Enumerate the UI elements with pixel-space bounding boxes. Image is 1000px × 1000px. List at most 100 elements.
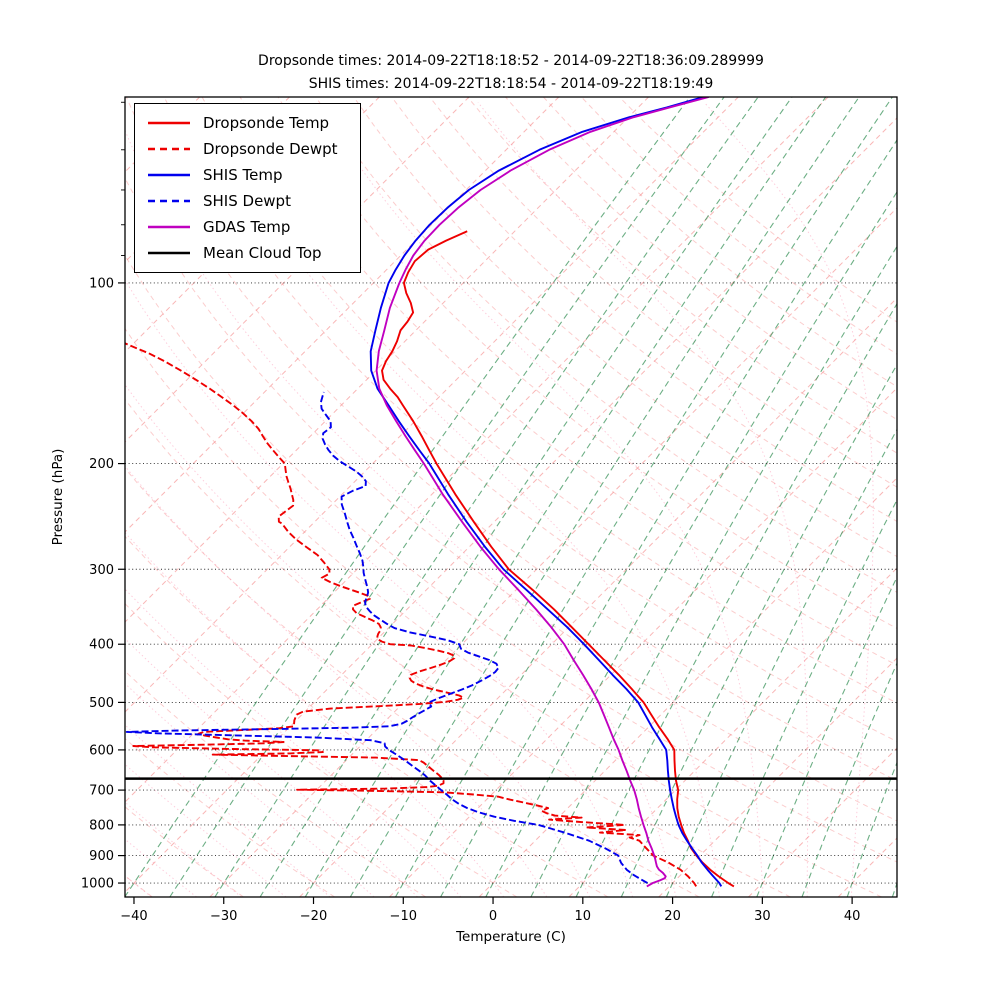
isotherm-line	[568, 567, 897, 897]
dry-adiabat-line	[125, 254, 897, 863]
series-dropsonde-temp	[381, 230, 735, 888]
moist-adiabat-line	[125, 763, 287, 897]
y-tick-label: 800	[89, 818, 114, 833]
legend-item-dropsonde-temp: Dropsonde Temp	[147, 114, 338, 132]
x-tick-label: 20	[664, 909, 681, 924]
legend: Dropsonde Temp Dropsonde Dewpt SHIS Temp…	[134, 103, 361, 273]
legend-line-gdas-temp	[148, 225, 190, 229]
dry-adiabat-line	[543, 97, 897, 388]
dry-adiabat-line	[125, 875, 153, 897]
isotherm-line	[125, 97, 739, 713]
isotherm-line	[658, 657, 897, 897]
moist-adiabat-line	[125, 637, 418, 897]
legend-item-gdas-temp: GDAS Temp	[147, 218, 338, 236]
x-tick-label: −30	[210, 909, 237, 924]
series-gdas-temp	[375, 97, 709, 888]
title-line-dropsonde: Dropsonde times: 2014-09-22T18:18:52 - 2…	[258, 53, 764, 69]
isotherm-line	[478, 477, 897, 897]
mixing-ratio-line	[395, 97, 893, 897]
y-tick-label: 700	[89, 784, 114, 799]
y-axis-label: Pressure (hPa)	[50, 449, 66, 546]
mixing-ratio-line	[304, 97, 827, 897]
moist-adiabat-line	[125, 682, 375, 897]
legend-line-mean-cloud-top	[148, 251, 190, 255]
x-tick-label: −40	[120, 909, 147, 924]
legend-line-dropsonde-dewpt	[148, 147, 190, 151]
dry-adiabat-line	[163, 97, 897, 743]
mixing-ratio-line	[846, 761, 897, 897]
moist-adiabat-line	[125, 801, 242, 897]
mixing-ratio-line	[575, 302, 897, 897]
x-tick-label: 40	[844, 909, 861, 924]
profile-series	[125, 97, 897, 888]
isotherm-line	[837, 837, 897, 897]
dry-adiabat-line	[125, 602, 518, 897]
legend-line-dropsonde-temp	[148, 121, 190, 125]
dry-adiabat-line	[353, 97, 897, 558]
y-tick-label: 100	[89, 276, 114, 291]
mixing-ratio-line	[125, 97, 691, 897]
legend-line-shis-temp	[148, 173, 190, 177]
mixing-ratio-line	[756, 575, 897, 897]
legend-label: Dropsonde Temp	[203, 114, 330, 132]
dry-adiabat-line	[429, 97, 897, 488]
x-tick-label: 10	[575, 909, 592, 924]
mixing-ratio-line	[801, 661, 897, 897]
y-tick-label: 600	[89, 743, 114, 758]
title-line-shis: SHIS times: 2014-09-22T18:18:54 - 2014-0…	[308, 76, 714, 92]
x-tick-label: −10	[390, 909, 417, 924]
dry-adiabat-line	[505, 97, 897, 421]
dry-adiabat-line	[125, 398, 791, 897]
y-tick-label: 900	[89, 849, 114, 864]
x-axis-label: Temperature (C)	[455, 929, 566, 945]
series-shis-dewpt	[125, 391, 648, 884]
x-tick-label: 0	[489, 909, 497, 924]
moist-adiabat-line	[125, 383, 591, 897]
legend-label: SHIS Temp	[203, 166, 283, 184]
isotherm-line	[389, 387, 897, 897]
legend-item-dropsonde-dewpt: Dropsonde Dewpt	[147, 140, 338, 158]
mixing-ratio-line	[349, 97, 860, 897]
axes-frame	[124, 96, 898, 898]
dry-adiabat-line	[315, 97, 897, 593]
background-lines	[125, 97, 1000, 897]
y-tick-label: 200	[89, 457, 114, 472]
legend-label: Mean Cloud Top	[203, 244, 322, 262]
y-tick-label: 400	[89, 638, 114, 653]
legend-label: GDAS Temp	[203, 218, 291, 236]
mixing-ratio-line	[665, 428, 897, 897]
y-tick-label: 1000	[81, 877, 114, 892]
series-dropsonde-dewpt	[125, 342, 698, 887]
legend-item-shis-dewpt: SHIS Dewpt	[147, 192, 338, 210]
moist-adiabat-line	[703, 101, 874, 897]
mixing-ratio-line	[620, 363, 897, 897]
dry-adiabat-line	[125, 670, 427, 897]
moist-adiabat-line	[125, 838, 197, 897]
moist-adiabat-line	[477, 101, 809, 897]
moist-adiabat-line	[125, 465, 548, 897]
mixing-ratio-line	[891, 881, 897, 897]
mixing-ratio-line	[214, 97, 759, 897]
mixing-ratio-line	[440, 139, 897, 897]
dry-adiabat-line	[391, 97, 897, 523]
dry-adiabat-line	[467, 97, 897, 454]
dry-adiabat-line	[277, 97, 897, 629]
y-tick-label: 300	[89, 563, 114, 578]
isotherm-line	[928, 97, 1000, 897]
isotherm-line	[748, 747, 897, 897]
dry-adiabat-line	[581, 97, 897, 355]
mixing-ratio-line	[485, 190, 897, 897]
moist-adiabat-line	[317, 102, 764, 897]
x-tick-label: 30	[754, 909, 771, 924]
x-tick-label: −20	[300, 909, 327, 924]
mixing-ratio-line	[530, 245, 897, 897]
legend-line-shis-dewpt	[148, 199, 190, 203]
chart-title: Dropsonde times: 2014-09-22T18:18:52 - 2…	[258, 50, 764, 96]
legend-item-mean-cloud-top: Mean Cloud Top	[147, 244, 338, 262]
y-tick-label: 500	[89, 696, 114, 711]
mixing-ratio-line	[169, 97, 725, 897]
legend-label: SHIS Dewpt	[203, 192, 291, 210]
